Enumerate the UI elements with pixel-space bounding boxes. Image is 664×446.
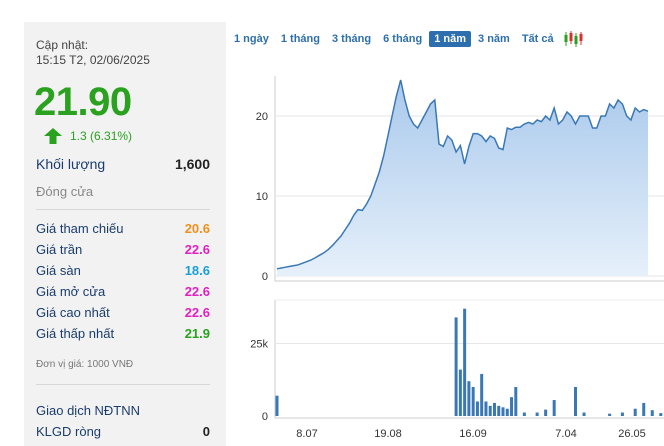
volume-bar (633, 408, 637, 416)
price-y-tick-label: 20 (256, 111, 268, 123)
tab-1-day[interactable]: 1 ngày (234, 33, 269, 45)
volume-row: Khối lượng 1,600 (36, 156, 210, 172)
price-y-tick-label: 0 (262, 271, 268, 283)
open-price-row: Giá mở cửa 22.6 (36, 284, 210, 299)
volume-bar (501, 407, 505, 416)
volume-bars (275, 308, 663, 416)
arrow-up-icon (44, 128, 62, 144)
price-line (276, 79, 649, 270)
price-y-ticks: 0 10 20 (256, 111, 268, 283)
low-price-label: Giá thấp nhất (36, 326, 115, 341)
floor-price-label: Giá sàn (36, 263, 81, 278)
tab-all[interactable]: Tất cả (521, 33, 554, 45)
volume-bar (659, 413, 663, 416)
volume-bar (505, 408, 509, 416)
x-tick-label: 7.04 (555, 428, 576, 440)
tab-6-months[interactable]: 6 tháng (383, 33, 423, 45)
volume-bar (620, 412, 624, 416)
open-price-value: 22.6 (184, 284, 210, 299)
tab-3-years[interactable]: 3 năm (478, 33, 510, 45)
volume-bar (522, 412, 526, 416)
low-price-row: Giá thấp nhất 21.9 (36, 326, 210, 341)
volume-bar (471, 387, 475, 416)
x-ticks: 8.07 19.08 16.09 7.04 26.05 (296, 428, 645, 440)
volume-bar (488, 405, 492, 416)
price-change: 1.3 (6.31%) (44, 128, 132, 144)
price-y-tick-label: 10 (256, 191, 268, 203)
ceiling-price-label: Giá trần (36, 242, 83, 257)
volume-label: Khối lượng (36, 156, 106, 172)
floor-price-value: 18.6 (184, 263, 210, 278)
price-area (277, 80, 648, 276)
net-volume-value: 0 (202, 424, 210, 439)
stock-info-panel: Cập nhật: 15:15 T2, 02/06/2025 21.90 1.3… (24, 22, 226, 446)
x-tick-label: 16.09 (459, 428, 487, 440)
updated-label: Cập nhật: (36, 38, 89, 52)
volume-bar (582, 412, 586, 416)
volume-value: 1,600 (174, 156, 210, 172)
candlestick-icon[interactable] (563, 30, 585, 48)
volume-bar (650, 410, 654, 416)
foreign-trading-title: Giao dịch NĐTNN (36, 403, 141, 418)
volume-bar (642, 402, 646, 416)
tab-1-year[interactable]: 1 năm (429, 31, 472, 47)
volume-bar (475, 401, 479, 416)
ceiling-price-value: 22.6 (184, 242, 210, 257)
volume-y-ticks: 25k 0 (250, 339, 268, 424)
volume-bar (463, 308, 467, 416)
x-tick-label: 26.05 (618, 428, 646, 440)
current-price: 21.90 (34, 80, 132, 124)
volume-bar (510, 397, 514, 416)
floor-price-row: Giá sàn 18.6 (36, 263, 210, 278)
ref-price-label: Giá tham chiếu (36, 221, 124, 236)
ref-price-value: 20.6 (184, 221, 210, 236)
close-label: Đóng cửa (36, 184, 94, 199)
x-tick-label: 19.08 (374, 428, 402, 440)
high-price-value: 22.6 (184, 305, 210, 320)
volume-bar (552, 400, 556, 416)
range-tabs: 1 ngày 1 tháng 3 tháng 6 tháng 1 năm 3 n… (229, 30, 585, 48)
volume-bar (497, 405, 501, 416)
change-value: 1.3 (6.31%) (70, 129, 133, 143)
volume-bar (574, 387, 578, 416)
divider (36, 384, 210, 385)
open-price-label: Giá mở cửa (36, 284, 106, 299)
divider (36, 209, 210, 210)
volume-bar (275, 395, 279, 416)
volume-bar (492, 402, 496, 416)
updated-time: 15:15 T2, 02/06/2025 (36, 53, 150, 67)
volume-bar (480, 373, 484, 416)
low-price-value: 21.9 (184, 326, 210, 341)
volume-bar (484, 401, 488, 416)
volume-bar (458, 369, 462, 416)
volume-bar (535, 412, 539, 416)
ref-price-row: Giá tham chiếu 20.6 (36, 221, 210, 236)
price-volume-chart[interactable]: 0 10 20 25k 0 8.07 19.08 16.09 7.04 26.05 (230, 68, 664, 446)
volume-y-tick-label: 0 (262, 411, 268, 423)
net-volume-row: KLGD ròng 0 (36, 424, 210, 439)
volume-bar (608, 413, 612, 416)
x-tick-label: 8.07 (296, 428, 317, 440)
tab-3-months[interactable]: 3 tháng (331, 33, 372, 45)
tab-1-month[interactable]: 1 tháng (280, 33, 320, 45)
volume-bar (454, 317, 458, 416)
volume-y-tick-label: 25k (250, 339, 268, 351)
unit-note: Đơn vị giá: 1000 VNĐ (36, 359, 134, 370)
net-volume-label: KLGD ròng (36, 424, 102, 439)
volume-bar (514, 387, 518, 416)
volume-bar (467, 381, 471, 416)
volume-bar (544, 409, 548, 416)
high-price-row: Giá cao nhất 22.6 (36, 305, 210, 320)
ceiling-price-row: Giá trần 22.6 (36, 242, 210, 257)
high-price-label: Giá cao nhất (36, 305, 110, 320)
